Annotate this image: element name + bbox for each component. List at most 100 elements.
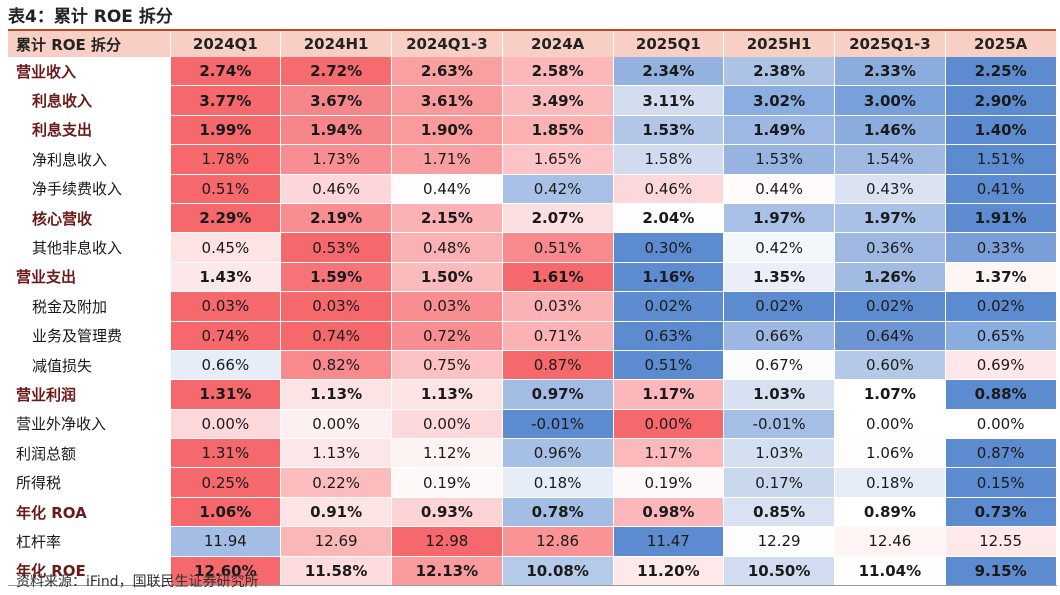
table-cell: 3.61%	[391, 85, 503, 116]
table-cell: 1.94%	[280, 115, 392, 146]
table-cell: 0.96%	[502, 438, 614, 469]
table-cell: -0.01%	[723, 409, 835, 440]
row-label: 营业收入	[8, 57, 171, 87]
table-cell: 0.02%	[834, 291, 946, 322]
table-cell: 0.73%	[945, 497, 1057, 528]
table-row: 净利息收入 1.78% 1.73% 1.71% 1.65% 1.58% 1.53% 1.54%…	[8, 144, 1057, 175]
table-cell: 1.53%	[723, 144, 835, 175]
table-row: 营业支出 1.43% 1.59% 1.50% 1.61% 1.16% 1.35% 1.26% 1…	[8, 262, 1057, 293]
table-cell: 1.97%	[834, 203, 946, 234]
table-cell: 12.60%	[170, 556, 282, 587]
table-cell: 2.63%	[391, 57, 503, 87]
table-cell: 1.54%	[834, 144, 946, 175]
table-cell: 1.50%	[391, 262, 503, 293]
table-cell: 0.51%	[613, 350, 725, 381]
table-cell: 3.00%	[834, 85, 946, 116]
row-label: 营业利润	[8, 379, 171, 410]
row-label: 净手续费收入	[8, 174, 171, 204]
table-row: 减值损失 0.66% 0.82% 0.75% 0.87% 0.51% 0.67% 0.60% 0…	[8, 350, 1057, 381]
table-cell: 3.77%	[170, 85, 282, 116]
row-label: 减值损失	[8, 350, 171, 381]
table-cell: 0.69%	[945, 350, 1057, 381]
table-row: 税金及附加 0.03% 0.03% 0.03% 0.03% 0.02% 0.02% 0.02%…	[8, 291, 1057, 322]
table-cell: 1.73%	[280, 144, 392, 175]
table-cell: 0.87%	[502, 350, 614, 381]
table-cell: 0.82%	[280, 350, 392, 381]
table-cell: 10.08%	[502, 556, 614, 587]
table-title: 表4：累计 ROE 拆分	[8, 7, 173, 27]
table-cell: 3.67%	[280, 85, 392, 116]
table-cell: 1.90%	[391, 115, 503, 146]
table-body: 营业收入 2.74% 2.72% 2.63% 2.58% 2.34% 2.38% 2.33% 2…	[8, 57, 1057, 587]
table-cell: 0.33%	[945, 232, 1057, 263]
table-cell: 0.00%	[613, 409, 725, 440]
table-cell: 11.58%	[280, 556, 392, 587]
table-cell: 2.90%	[945, 85, 1057, 116]
table-cell: 0.02%	[613, 291, 725, 322]
table-cell: 1.13%	[280, 438, 392, 469]
table-cell: 2.25%	[945, 57, 1057, 87]
table-cell: 0.22%	[280, 467, 392, 498]
table-cell: 0.88%	[945, 379, 1057, 410]
table-cell: 0.46%	[280, 174, 392, 204]
table-cell: 1.17%	[613, 438, 725, 469]
table-cell: 1.58%	[613, 144, 725, 175]
column-header: 2024H1	[280, 31, 392, 57]
row-label: 利息支出	[8, 115, 171, 146]
table-row: 核心营收 2.29% 2.19% 2.15% 2.07% 2.04% 1.97% 1.97% 1…	[8, 203, 1057, 234]
table-cell: 1.59%	[280, 262, 392, 293]
table-cell: 1.53%	[613, 115, 725, 146]
table-cell: 10.50%	[723, 556, 835, 587]
table-cell: 2.29%	[170, 203, 282, 234]
column-header: 2025A	[945, 31, 1057, 57]
table-cell: 0.85%	[723, 497, 835, 528]
table-cell: 0.48%	[391, 232, 503, 263]
table-cell: 0.66%	[723, 321, 835, 351]
table-cell: 1.97%	[723, 203, 835, 234]
table-cell: 0.42%	[723, 232, 835, 263]
table-cell: 1.51%	[945, 144, 1057, 175]
table-cell: 1.71%	[391, 144, 503, 175]
table-cell: 0.00%	[834, 409, 946, 440]
table-cell: 1.40%	[945, 115, 1057, 146]
row-label: 利润总额	[8, 438, 171, 469]
table-cell: 1.91%	[945, 203, 1057, 234]
table-cell: 1.03%	[723, 438, 835, 469]
table-cell: 0.41%	[945, 174, 1057, 204]
table-cell: 1.43%	[170, 262, 282, 293]
table-row: 所得税 0.25% 0.22% 0.19% 0.18% 0.19% 0.17% 0.18% 0.…	[8, 467, 1057, 498]
column-header: 2025H1	[723, 31, 835, 57]
column-header: 2025Q1	[613, 31, 725, 57]
table-cell: 0.45%	[170, 232, 282, 263]
table-cell: 1.31%	[170, 438, 282, 469]
table-cell: 0.78%	[502, 497, 614, 528]
table-cell: 0.30%	[613, 232, 725, 263]
table-cell: 12.29	[723, 526, 835, 557]
table-cell: 11.20%	[613, 556, 725, 587]
table-cell: 0.65%	[945, 321, 1057, 351]
table-cell: 1.26%	[834, 262, 946, 293]
table-cell: 0.67%	[723, 350, 835, 381]
table-cell: 0.25%	[170, 467, 282, 498]
header-label: 累计 ROE 拆分	[8, 31, 171, 57]
table-cell: 1.37%	[945, 262, 1057, 293]
row-label: 税金及附加	[8, 291, 171, 322]
row-label: 年化 ROE	[8, 556, 171, 587]
table-cell: 0.53%	[280, 232, 392, 263]
table-cell: 0.74%	[280, 321, 392, 351]
table-cell: 0.02%	[723, 291, 835, 322]
table-cell: 0.03%	[502, 291, 614, 322]
roe-breakdown-table: 累计 ROE 拆分 2024Q1 2024H1 2024Q1-3 2024A 2…	[8, 31, 1057, 587]
table-row: 其他非息收入 0.45% 0.53% 0.48% 0.51% 0.30% 0.42% 0.36…	[8, 232, 1057, 263]
table-cell: 0.42%	[502, 174, 614, 204]
table-cell: 2.33%	[834, 57, 946, 87]
table-cell: 1.17%	[613, 379, 725, 410]
table-cell: 0.64%	[834, 321, 946, 351]
table-cell: 2.15%	[391, 203, 503, 234]
table-row: 利息收入 3.77% 3.67% 3.61% 3.49% 3.11% 3.02% 3.00% 2…	[8, 85, 1057, 116]
row-label: 利息收入	[8, 85, 171, 116]
table-cell: 0.00%	[391, 409, 503, 440]
table-row: 年化 ROA 1.06% 0.91% 0.93% 0.78% 0.98% 0.85% 0.89…	[8, 497, 1057, 528]
table-row: 营业利润 1.31% 1.13% 1.13% 0.97% 1.17% 1.03% 1.07% 0…	[8, 379, 1057, 410]
table-cell: 1.85%	[502, 115, 614, 146]
